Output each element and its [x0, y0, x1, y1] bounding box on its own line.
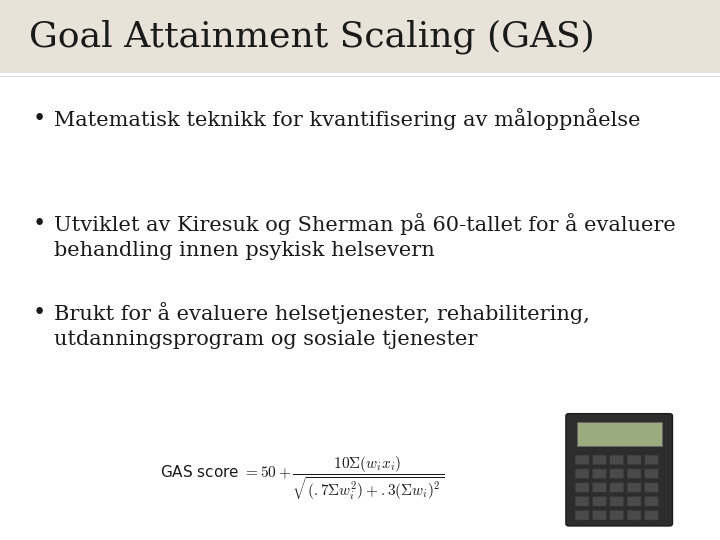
FancyBboxPatch shape	[610, 455, 624, 465]
FancyBboxPatch shape	[644, 483, 658, 492]
Text: Goal Attainment Scaling (GAS): Goal Attainment Scaling (GAS)	[29, 19, 595, 54]
FancyBboxPatch shape	[593, 497, 606, 506]
FancyBboxPatch shape	[575, 455, 589, 465]
FancyBboxPatch shape	[644, 469, 658, 478]
FancyBboxPatch shape	[610, 469, 624, 478]
Text: •: •	[32, 213, 45, 235]
FancyBboxPatch shape	[575, 469, 589, 478]
FancyBboxPatch shape	[566, 414, 672, 526]
FancyBboxPatch shape	[575, 497, 589, 506]
FancyBboxPatch shape	[627, 497, 641, 506]
FancyBboxPatch shape	[627, 469, 641, 478]
Bar	[577, 422, 662, 446]
FancyBboxPatch shape	[575, 510, 589, 520]
Text: •: •	[32, 302, 45, 325]
FancyBboxPatch shape	[610, 510, 624, 520]
FancyBboxPatch shape	[627, 483, 641, 492]
FancyBboxPatch shape	[644, 455, 658, 465]
FancyBboxPatch shape	[610, 497, 624, 506]
FancyBboxPatch shape	[610, 483, 624, 492]
FancyBboxPatch shape	[593, 455, 606, 465]
Text: Utviklet av Kiresuk og Sherman på 60-tallet for å evaluere
behandling innen psyk: Utviklet av Kiresuk og Sherman på 60-tal…	[54, 213, 676, 260]
FancyBboxPatch shape	[644, 510, 658, 520]
Bar	[0, 0, 720, 73]
FancyBboxPatch shape	[644, 497, 658, 506]
FancyBboxPatch shape	[627, 455, 641, 465]
FancyBboxPatch shape	[575, 483, 589, 492]
Text: Matematisk teknikk for kvantifisering av måloppnåelse: Matematisk teknikk for kvantifisering av…	[54, 108, 641, 130]
Text: Brukt for å evaluere helsetjenester, rehabilitering,
utdanningsprogram og sosial: Brukt for å evaluere helsetjenester, reh…	[54, 302, 590, 349]
Text: GAS score $= 50 + \dfrac{10\Sigma(w_i x_i)}{\sqrt{(.7\Sigma w_i^{2}) + .3(\Sigma: GAS score $= 50 + \dfrac{10\Sigma(w_i x_…	[161, 454, 444, 502]
FancyBboxPatch shape	[593, 469, 606, 478]
FancyBboxPatch shape	[593, 483, 606, 492]
FancyBboxPatch shape	[627, 510, 641, 520]
FancyBboxPatch shape	[593, 510, 606, 520]
Text: •: •	[32, 108, 45, 130]
